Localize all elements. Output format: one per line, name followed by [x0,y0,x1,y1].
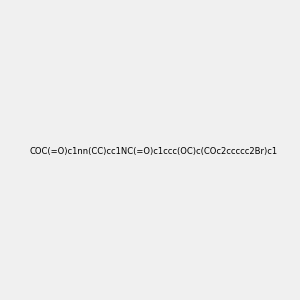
Text: COC(=O)c1nn(CC)cc1NC(=O)c1ccc(OC)c(COc2ccccc2Br)c1: COC(=O)c1nn(CC)cc1NC(=O)c1ccc(OC)c(COc2c… [30,147,278,156]
